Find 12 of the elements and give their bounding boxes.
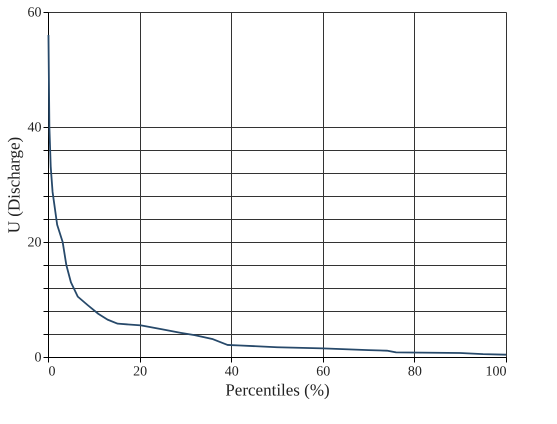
x-tick-label: 100 (486, 364, 506, 380)
x-axis-title: Percentiles (%) (225, 380, 330, 400)
x-tick-label: 20 (133, 364, 148, 380)
x-tick-label: 60 (316, 364, 330, 380)
y-tick-label: 0 (34, 350, 42, 366)
x-tick-label: 0 (48, 364, 56, 380)
y-axis-title: U (Discharge) (4, 136, 24, 234)
y-tick-label: 40 (28, 120, 42, 136)
x-tick-label: 80 (408, 364, 422, 380)
x-tick-label: 40 (224, 364, 239, 380)
y-tick-label: 20 (28, 236, 42, 250)
y-tick-label: 60 (28, 6, 42, 20)
